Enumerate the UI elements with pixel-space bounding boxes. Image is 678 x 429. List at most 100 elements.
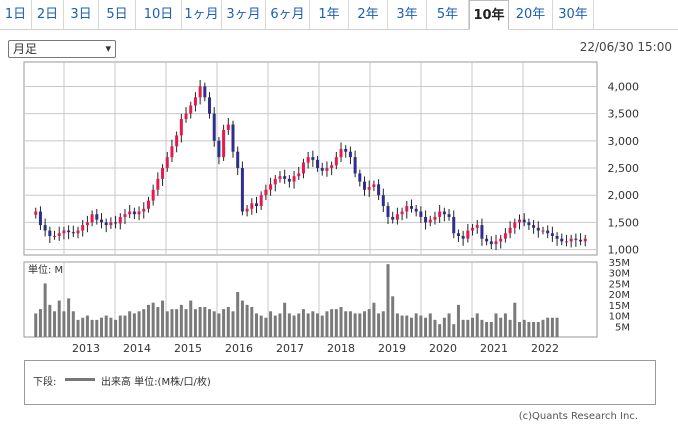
candle-body — [250, 203, 254, 209]
volume-tick-label: 35M — [609, 258, 630, 269]
volume-bar — [259, 315, 263, 337]
candle-body — [334, 157, 338, 166]
tab-3[interactable]: 5日 — [99, 0, 136, 29]
candle-body — [193, 97, 197, 106]
candle-body — [424, 216, 428, 223]
x-tick-label: 2020 — [429, 342, 457, 355]
x-tick-label: 2014 — [123, 342, 151, 355]
y-tick-label: 2,500 — [608, 162, 640, 175]
tab-8[interactable]: 1年 — [310, 0, 349, 29]
volume-tick-label: 25M — [609, 279, 630, 290]
candle-body — [442, 211, 446, 215]
volume-bar — [541, 319, 545, 337]
y-tick-label: 2,000 — [608, 189, 640, 202]
volume-bar — [57, 300, 61, 337]
volume-bar — [240, 300, 244, 337]
candle-body — [231, 124, 235, 152]
volume-bar — [62, 311, 66, 337]
volume-bar — [353, 313, 357, 337]
volume-bar — [292, 315, 296, 337]
candle-body — [320, 168, 324, 171]
volume-bar — [193, 309, 197, 337]
y-tick-label: 3,000 — [608, 135, 640, 148]
candle-body — [184, 113, 188, 120]
tab-2[interactable]: 3日 — [64, 0, 99, 29]
volume-bar — [339, 307, 343, 337]
tab-1[interactable]: 2日 — [32, 0, 64, 29]
tab-7[interactable]: 6ヶ月 — [266, 0, 310, 29]
candle-body — [254, 203, 258, 207]
candle-body — [222, 129, 226, 158]
tab-4[interactable]: 10日 — [136, 0, 182, 29]
tab-10[interactable]: 3年 — [388, 0, 427, 29]
candle-body — [471, 227, 475, 231]
volume-bar — [381, 311, 385, 337]
y-tick-label: 4,000 — [608, 80, 640, 93]
timestamp: 22/06/30 15:00 — [579, 40, 672, 54]
volume-bar — [499, 317, 503, 337]
tab-12[interactable]: 10年 — [469, 0, 509, 30]
candle-body — [560, 238, 564, 242]
volume-bar — [400, 315, 404, 337]
tab-5[interactable]: 1ヶ月 — [182, 0, 222, 29]
volume-bar — [358, 313, 362, 337]
candle-body — [518, 219, 522, 223]
volume-bar — [367, 309, 371, 337]
candle-body — [325, 168, 329, 171]
period-select[interactable]: 月足 ▾ — [8, 40, 116, 58]
candle-body — [283, 176, 287, 179]
volume-bar — [447, 313, 451, 337]
volume-bar — [81, 317, 85, 337]
volume-bar — [428, 313, 432, 337]
candle-body — [400, 211, 404, 215]
candle-body — [330, 165, 334, 169]
candle-body — [546, 230, 550, 234]
volume-bar — [405, 315, 409, 337]
candle-body — [574, 238, 578, 240]
volume-bar — [189, 300, 193, 337]
tab-9[interactable]: 2年 — [349, 0, 388, 29]
volume-bar — [104, 315, 108, 337]
candle-body — [363, 181, 367, 190]
volume-tick-label: 30M — [609, 269, 630, 280]
tab-14[interactable]: 30年 — [553, 0, 594, 29]
tab-11[interactable]: 5年 — [427, 0, 469, 29]
candle-body — [240, 168, 244, 212]
candle-body — [203, 86, 207, 98]
volume-bar — [391, 296, 395, 337]
tab-6[interactable]: 3ヶ月 — [222, 0, 266, 29]
candle-body — [85, 222, 89, 226]
volume-bar — [170, 309, 174, 337]
volume-bar — [461, 319, 465, 337]
candle-body — [259, 195, 263, 207]
candle-body — [466, 230, 470, 239]
candle-body — [583, 238, 587, 242]
candle-body — [278, 176, 282, 179]
candle-body — [43, 225, 47, 231]
candle-body — [62, 230, 66, 234]
volume-bar — [175, 309, 179, 337]
y-tick-label: 3,500 — [608, 108, 640, 121]
volume-bar — [471, 317, 475, 337]
volume-bar — [146, 304, 150, 337]
volume-bar — [532, 322, 536, 337]
volume-bar — [217, 313, 221, 337]
volume-tick-label: 15M — [609, 301, 630, 312]
volume-bar — [550, 317, 554, 337]
candle-body — [395, 214, 399, 220]
candle-body — [419, 211, 423, 217]
candle-body — [536, 227, 540, 231]
price-panel — [23, 61, 598, 256]
candle-body — [508, 227, 512, 234]
volume-tick-label: 10M — [609, 312, 630, 323]
volume-bar — [316, 313, 320, 337]
volume-bar — [438, 324, 442, 337]
volume-bar — [198, 307, 202, 337]
volume-bar — [231, 311, 235, 337]
volume-bar — [90, 319, 94, 337]
tab-13[interactable]: 20年 — [509, 0, 553, 29]
tab-0[interactable]: 1日 — [0, 0, 32, 29]
candle-body — [99, 219, 103, 223]
x-tick-label: 2018 — [327, 342, 355, 355]
candle-body — [367, 187, 371, 190]
